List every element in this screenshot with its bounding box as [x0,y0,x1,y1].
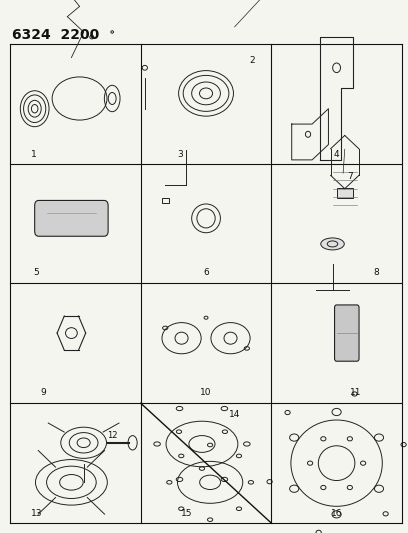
Ellipse shape [321,238,344,250]
Text: 6324  2200: 6324 2200 [12,28,100,42]
Text: 14: 14 [229,410,240,419]
Text: 9: 9 [40,388,46,397]
Text: 6: 6 [203,269,209,277]
Text: 7: 7 [347,172,353,181]
Text: 12: 12 [107,431,117,440]
Text: 3: 3 [177,150,183,159]
Text: 2: 2 [249,55,255,64]
Text: 4: 4 [334,150,339,159]
Text: 11: 11 [350,388,362,397]
Ellipse shape [175,332,188,344]
Ellipse shape [224,332,237,344]
Text: 13: 13 [31,510,42,518]
FancyBboxPatch shape [35,200,108,236]
FancyBboxPatch shape [335,305,359,361]
Text: 10: 10 [200,388,212,397]
Text: 5: 5 [33,269,39,277]
Text: 8: 8 [373,269,379,277]
Bar [162,198,169,203]
Text: 16: 16 [331,510,342,518]
Text: 1: 1 [31,150,37,159]
Bar [337,188,353,198]
Text: 15: 15 [181,510,192,518]
